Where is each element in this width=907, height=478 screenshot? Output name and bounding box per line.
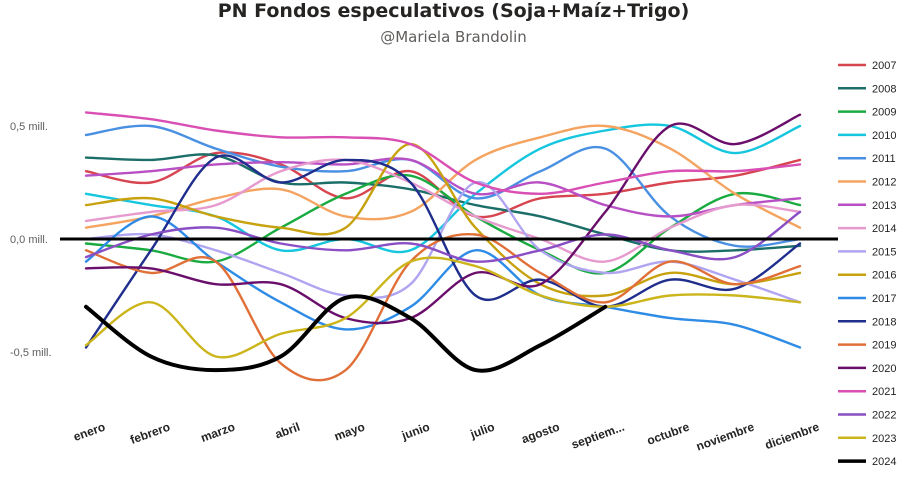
legend-label: 2019 [872,340,896,352]
legend-label: 2016 [872,270,896,282]
legend-item-2010[interactable]: 2010 [838,130,896,142]
legend-item-2015[interactable]: 2015 [838,246,896,258]
series-line-2022[interactable] [84,210,802,263]
legend-label: 2007 [872,60,896,72]
legend-item-2014[interactable]: 2014 [838,223,896,235]
series-line-2018[interactable] [84,154,802,349]
legend-item-2019[interactable]: 2019 [838,340,896,352]
legend-label: 2021 [872,386,896,398]
series-line-2021[interactable] [84,111,802,195]
legend-label: 2023 [872,433,896,445]
series-line-2008[interactable] [84,153,802,253]
x-tick-label: noviembre [694,420,756,454]
x-axis: enero febrero marzo abril mayo junio julio agos… [72,420,822,454]
x-tick-label: diciembre [763,420,821,453]
legend-item-2016[interactable]: 2016 [838,270,896,282]
legend-item-2024[interactable]: 2024 [838,456,896,468]
legend-item-2021[interactable]: 2021 [838,386,896,398]
legend-label: 2010 [872,130,896,142]
x-tick-label: febrero [128,420,172,447]
legend-label: 2020 [872,363,896,375]
series-line-2012[interactable] [84,124,802,229]
x-tick-label: junio [399,420,432,443]
legend-label: 2024 [872,456,896,468]
series-line-2024[interactable] [84,294,608,373]
chart-subtitle: @Mariela Brandolin [380,28,527,46]
series-line-2020[interactable] [84,113,802,325]
y-tick-label: -0,5 mill. [10,347,52,359]
x-tick-label: octubre [645,420,691,448]
legend-label: 2022 [872,410,896,422]
legend-item-2022[interactable]: 2022 [838,410,896,422]
legend-label: 2011 [872,153,896,165]
legend-item-2023[interactable]: 2023 [838,433,896,445]
legend[interactable]: 2007 2008 2009 2010 2011 2012 2013 2014 2015 2016… [838,60,896,468]
legend-label: 2015 [872,246,896,258]
legend-label: 2008 [872,83,896,95]
series-line-2017[interactable] [84,215,802,349]
series-line-2023[interactable] [84,256,802,359]
legend-item-2017[interactable]: 2017 [838,293,896,305]
legend-label: 2013 [872,200,896,212]
legend-item-2018[interactable]: 2018 [838,316,896,328]
y-tick-label: 0,0 mill. [10,234,48,246]
legend-item-2012[interactable]: 2012 [838,177,896,189]
x-tick-label: agosto [520,420,562,447]
legend-item-2013[interactable]: 2013 [838,200,896,212]
legend-item-2009[interactable]: 2009 [838,107,896,119]
x-tick-label: julio [468,420,497,442]
legend-item-2020[interactable]: 2020 [838,363,896,375]
legend-label: 2012 [872,177,896,189]
legend-label: 2014 [872,223,896,235]
x-tick-label: septiem... [569,420,626,452]
x-tick-label: abril [273,420,302,442]
series-line-2014[interactable] [84,158,802,263]
x-tick-label: enero [72,420,108,444]
legend-label: 2009 [872,107,896,119]
y-axis: 0,5 mill. 0,0 mill. -0,5 mill. [10,121,52,359]
legend-item-2011[interactable]: 2011 [838,153,896,165]
x-tick-label: mayo [332,420,366,444]
chart-title: PN Fondos especulativos (Soja+Maíz+Trigo… [217,0,690,22]
series-line-2016[interactable] [84,142,802,298]
legend-label: 2017 [872,293,896,305]
series-layer [84,111,802,382]
legend-item-2008[interactable]: 2008 [838,83,896,95]
y-tick-label: 0,5 mill. [10,121,48,133]
series-line-2019[interactable] [84,232,802,382]
x-tick-label: marzo [199,420,237,445]
legend-item-2007[interactable]: 2007 [838,60,896,72]
legend-label: 2018 [872,316,896,328]
